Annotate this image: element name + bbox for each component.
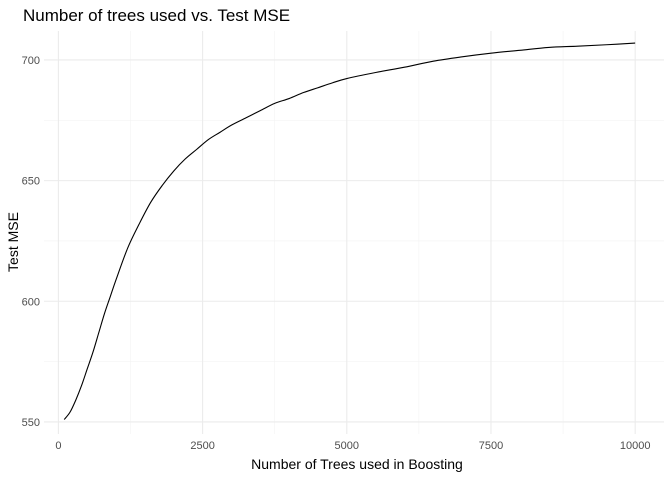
y-tick-label: 600 xyxy=(22,296,40,308)
series-line xyxy=(63,42,636,420)
x-tick-label: 5000 xyxy=(335,440,359,452)
series-layer xyxy=(63,42,636,420)
y-tick-label: 650 xyxy=(22,176,40,188)
x-tick-label: 0 xyxy=(55,440,61,452)
major-gridlines xyxy=(44,31,664,434)
x-tick-label: 10000 xyxy=(620,440,651,452)
chart-title: Number of trees used vs. Test MSE xyxy=(23,6,290,25)
y-axis-tick-labels: 550 600 650 700 xyxy=(22,55,40,429)
x-axis-label: Number of Trees used in Boosting xyxy=(251,456,463,472)
minor-gridlines xyxy=(44,31,664,434)
y-tick-label: 550 xyxy=(22,417,40,429)
x-tick-label: 7500 xyxy=(479,440,503,452)
y-axis-label: Test MSE xyxy=(5,212,21,272)
x-tick-label: 2500 xyxy=(190,440,214,452)
y-tick-label: 700 xyxy=(22,55,40,67)
x-axis-tick-labels: 0 2500 5000 7500 10000 xyxy=(55,440,650,452)
